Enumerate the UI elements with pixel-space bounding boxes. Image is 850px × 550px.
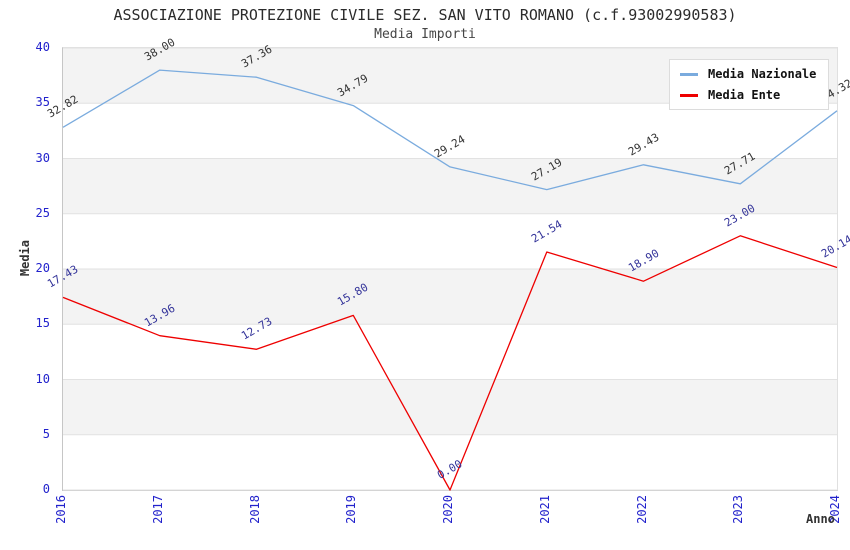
chart-subtitle: Media Importi (374, 27, 476, 42)
legend-swatch (680, 93, 698, 97)
x-tick-label: 2022 (634, 495, 649, 524)
y-tick-label: 30 (35, 150, 50, 165)
x-tick-label: 2020 (441, 495, 455, 524)
legend-item-media-nazionale: Media Nazionale (680, 66, 816, 82)
y-tick-label: 0 (42, 482, 50, 496)
x-tick-label: 2018 (247, 495, 262, 524)
chart-title: ASSOCIAZIONE PROTEZIONE CIVILE SEZ. SAN … (113, 6, 737, 24)
legend: Media Nazionale Media Ente (669, 59, 830, 110)
series-line-media-ente (62, 235, 838, 491)
line-chart-svg (62, 47, 838, 491)
y-tick-label: 10 (35, 371, 50, 386)
x-tick-label: 2017 (150, 495, 165, 524)
y-tick-label: 25 (35, 205, 50, 220)
x-tick-label: 2019 (344, 495, 359, 524)
plot-area: 32.82 38.00 37.36 34.79 29.24 27.19 29.43 27.71… (45, 36, 850, 491)
legend-swatch (680, 72, 698, 76)
x-tick-label: 2021 (537, 495, 552, 524)
x-axis-title: Anno (806, 512, 835, 526)
series-line-media-nazionale (62, 69, 838, 191)
y-tick-label: 5 (42, 426, 50, 441)
legend-label: Media Ente (708, 88, 781, 102)
y-tick-label: 15 (35, 316, 50, 331)
x-tick-label: 2016 (54, 495, 68, 524)
y-tick-label: 35 (35, 95, 50, 110)
legend-label: Media Nazionale (708, 67, 817, 81)
y-tick-label: 20 (35, 261, 50, 275)
x-tick-label: 2023 (731, 495, 746, 524)
legend-item-media-ente: Media Ente (680, 87, 816, 103)
y-tick-label: 40 (35, 40, 50, 54)
